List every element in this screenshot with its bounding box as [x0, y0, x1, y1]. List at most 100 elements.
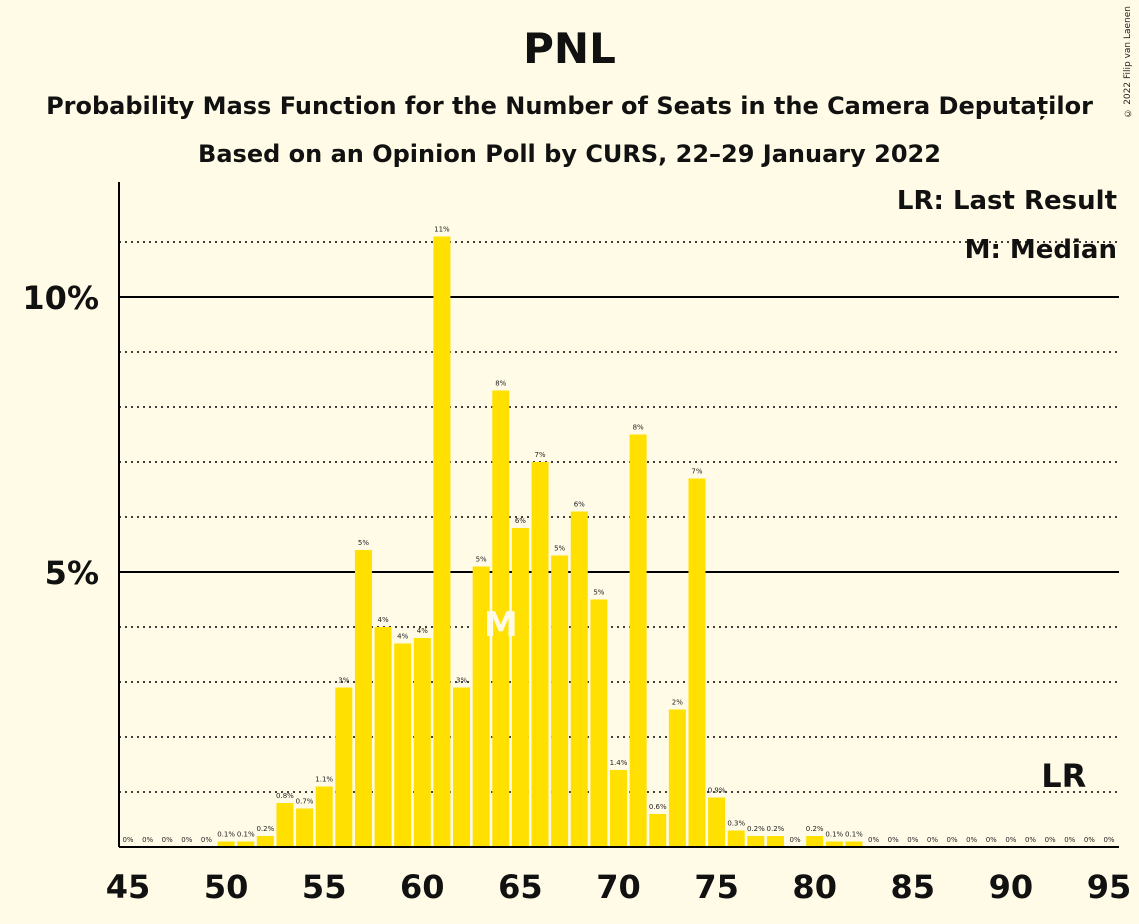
bar: [610, 770, 627, 847]
bar-value-label: 7%: [534, 451, 545, 459]
bar: [413, 638, 431, 847]
bar-value-label: 0.1%: [237, 831, 255, 839]
bar-value-label: 0%: [1064, 836, 1075, 844]
bar: [688, 478, 706, 847]
bar: [511, 528, 529, 847]
bar: [256, 836, 274, 847]
bar: [354, 550, 372, 847]
bar: [747, 836, 765, 847]
bar-value-label: 5%: [593, 589, 604, 597]
bar-value-label: 1.1%: [315, 776, 333, 784]
bar-value-label: 0%: [888, 836, 899, 844]
legend-median: M: Median: [965, 235, 1117, 265]
x-tick-label: 80: [792, 868, 837, 906]
median-marker: M: [484, 605, 518, 645]
bar-value-label: 0.2%: [256, 825, 274, 833]
bar-value-label: 4%: [378, 616, 389, 624]
bar: [668, 709, 686, 847]
bar-value-label: 0%: [946, 836, 957, 844]
bar: [708, 797, 726, 847]
x-tick-label: 75: [694, 868, 739, 906]
bar-value-label: 5%: [554, 545, 565, 553]
bar: [472, 566, 490, 847]
bar: [570, 511, 588, 847]
bar-value-label: 0%: [986, 836, 997, 844]
bar-value-label: 0.1%: [217, 831, 235, 839]
chart-title: PNL: [523, 24, 616, 73]
bar-value-label: 3%: [456, 677, 467, 685]
bar: [845, 841, 863, 847]
bar: [649, 814, 667, 847]
bar-value-label: 6%: [515, 517, 526, 525]
x-tick-label: 85: [891, 868, 936, 906]
bar: [590, 599, 608, 847]
bar: [296, 808, 314, 847]
x-tick-label: 55: [302, 868, 347, 906]
bar-value-label: 0.8%: [276, 792, 294, 800]
bar: [492, 390, 510, 847]
x-tick-label: 45: [106, 868, 151, 906]
bar-value-label: 0.2%: [806, 825, 824, 833]
bar: [806, 836, 824, 847]
x-tick-label: 60: [400, 868, 445, 906]
x-tick-label: 95: [1087, 868, 1132, 906]
bar: [825, 841, 843, 847]
bar-value-label: 7%: [691, 468, 702, 476]
bar: [217, 841, 235, 847]
bar-value-label: 0%: [1045, 836, 1056, 844]
x-tick-label: 50: [204, 868, 249, 906]
bar-value-label: 0%: [1025, 836, 1036, 844]
bar: [551, 555, 569, 847]
bar-value-label: 0.1%: [825, 831, 843, 839]
legend-last-result: LR: Last Result: [897, 186, 1117, 216]
bar-value-label: 0%: [966, 836, 977, 844]
bar-value-label: 1.4%: [610, 759, 628, 767]
bar: [315, 786, 333, 847]
bar-value-label: 0%: [122, 836, 133, 844]
bar-value-label: 0.1%: [845, 831, 863, 839]
bar-value-label: 8%: [495, 380, 506, 388]
bar-value-label: 0.2%: [767, 825, 785, 833]
bar: [453, 687, 471, 847]
bar-value-label: 0%: [201, 836, 212, 844]
y-tick-label: 5%: [45, 554, 99, 592]
bar-value-label: 8%: [633, 424, 644, 432]
bar-value-label: 6%: [574, 501, 585, 509]
bar-value-label: 0%: [868, 836, 879, 844]
bar: [433, 236, 451, 847]
y-tick-label: 10%: [22, 279, 99, 317]
bar-value-label: 5%: [476, 556, 487, 564]
bar-value-label: 0%: [142, 836, 153, 844]
bar-value-label: 0%: [181, 836, 192, 844]
bar-value-label: 0.2%: [747, 825, 765, 833]
bar-value-label: 0.3%: [727, 820, 745, 828]
x-tick-label: 70: [596, 868, 641, 906]
bar-value-label: 2%: [672, 699, 683, 707]
bar-value-label: 0.9%: [708, 787, 726, 795]
bar-value-label: 0%: [927, 836, 938, 844]
bar-value-label: 0.7%: [296, 798, 314, 806]
bar: [766, 836, 784, 847]
bar-value-label: 0%: [1084, 836, 1095, 844]
bar-value-label: 0.6%: [649, 803, 667, 811]
bar-value-label: 4%: [397, 633, 408, 641]
bar-value-label: 3%: [338, 677, 349, 685]
bar-value-label: 4%: [417, 627, 428, 635]
chart-subtitle-poll: Based on an Opinion Poll by CURS, 22–29 …: [198, 140, 941, 168]
last-result-marker: LR: [1041, 757, 1086, 795]
x-tick-label: 65: [498, 868, 543, 906]
bar: [335, 687, 353, 847]
bar: [394, 643, 412, 847]
bar: [727, 830, 745, 847]
bar: [531, 462, 549, 847]
bar-value-label: 11%: [434, 226, 450, 234]
bar: [629, 434, 647, 847]
bar-value-label: 0%: [162, 836, 173, 844]
bar: [276, 803, 294, 847]
bar-value-label: 0%: [790, 836, 801, 844]
bar-value-label: 0%: [1103, 836, 1114, 844]
bar: [374, 627, 392, 847]
bar: [237, 841, 255, 847]
bar-value-label: 0%: [1005, 836, 1016, 844]
